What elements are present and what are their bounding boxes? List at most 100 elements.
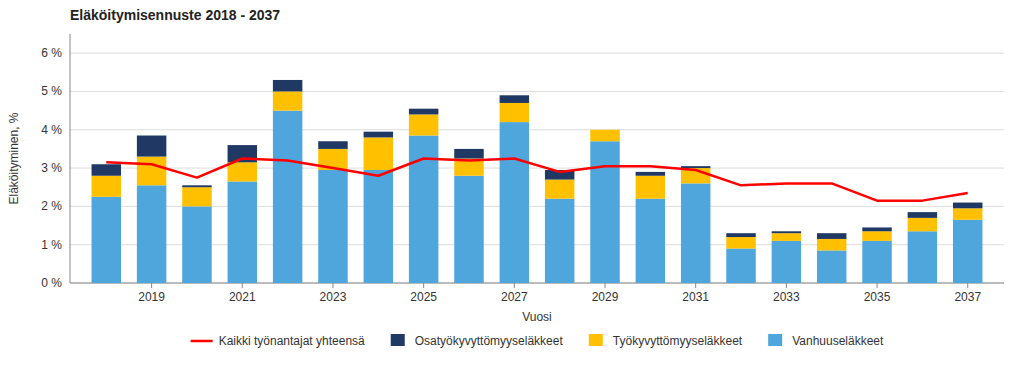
y-tick-label: 2 % [41, 199, 62, 213]
bar [545, 199, 574, 283]
bar [500, 103, 529, 122]
x-tick-label: 2021 [229, 290, 256, 304]
bar [953, 220, 982, 283]
x-tick [151, 283, 152, 288]
bar [636, 172, 665, 176]
bar [137, 136, 166, 157]
bar [817, 239, 846, 250]
legend-label: Työkyvyttömyyseläkkeet [613, 334, 743, 348]
bar [273, 80, 302, 91]
y-axis-line [70, 34, 71, 283]
bar [681, 183, 710, 283]
legend-item: Kaikki työnantajat yhteensä [191, 334, 365, 348]
legend-swatch [391, 334, 405, 346]
x-tick [242, 283, 243, 288]
bar [772, 231, 801, 233]
bar [364, 137, 393, 170]
bar [500, 95, 529, 103]
y-tick-label: 0 % [41, 276, 62, 290]
y-tick-label: 6 % [41, 46, 62, 60]
bar [772, 233, 801, 241]
bar [862, 231, 891, 241]
bar [228, 181, 257, 283]
bar [545, 180, 574, 199]
bar [182, 185, 211, 187]
bar [273, 91, 302, 110]
x-tick-label: 2023 [320, 290, 347, 304]
bar [636, 176, 665, 199]
x-tick-label: 2025 [410, 290, 437, 304]
grid-line [70, 91, 1004, 92]
bar [500, 122, 529, 283]
y-tick-label: 3 % [41, 161, 62, 175]
bar [636, 199, 665, 283]
x-tick [423, 283, 424, 288]
legend-label: Vanhuuseläkkeet [792, 334, 884, 348]
bar [92, 164, 121, 175]
bar-series [92, 111, 983, 283]
x-tick-label: 2033 [773, 290, 800, 304]
bar [590, 129, 619, 130]
grid-line [70, 53, 1004, 54]
legend-item: Vanhuuseläkkeet [768, 334, 884, 348]
x-tick [332, 283, 333, 288]
bar [318, 170, 347, 283]
bar [454, 149, 483, 159]
bar [409, 114, 438, 135]
chart: 0 % 1 % 2 % 3 % 4 % 5 % 6 % 2019 2021 2023 2025 202… [0, 0, 1024, 371]
grid-line [70, 129, 1004, 130]
y-axis: 0 % 1 % 2 % 3 % 4 % 5 % 6 % [41, 46, 1004, 290]
bar [817, 233, 846, 239]
x-tick-label: 2037 [954, 290, 981, 304]
x-axis: 2019 2021 2023 2025 2027 2029 2031 2033 2035 2037 [138, 283, 981, 304]
x-tick [786, 283, 787, 288]
bar [726, 249, 755, 283]
title: Eläköitymisennuste 2018 - 2037 [70, 7, 280, 23]
bar [409, 109, 438, 115]
legend-item: Osatyökyvyttömyyseläkkeet [391, 334, 564, 348]
y-axis-label: Eläköityminen, % [7, 112, 21, 204]
bar [364, 132, 393, 138]
line [106, 159, 967, 201]
bar [454, 176, 483, 283]
x-tick-label: 2029 [592, 290, 619, 304]
x-axis-label: Vuosi [522, 310, 552, 324]
bar [817, 250, 846, 283]
x-tick-label: 2031 [682, 290, 709, 304]
bar [92, 176, 121, 197]
legend-item: Työkyvyttömyyseläkkeet [589, 334, 743, 348]
plot-area [92, 80, 983, 283]
x-tick [695, 283, 696, 288]
y-tick-label: 5 % [41, 84, 62, 98]
bar [182, 206, 211, 283]
x-tick [514, 283, 515, 288]
bar [908, 218, 937, 231]
legend-swatch [191, 340, 213, 343]
bar [726, 233, 755, 237]
bar [182, 187, 211, 206]
bar [908, 231, 937, 283]
bar [953, 208, 982, 219]
x-tick-label: 2035 [864, 290, 891, 304]
x-tick-label: 2019 [138, 290, 165, 304]
bar [590, 141, 619, 283]
bar [137, 157, 166, 186]
bar [318, 141, 347, 149]
legend-swatch [768, 334, 782, 346]
bar [137, 185, 166, 283]
y-tick-label: 1 % [41, 238, 62, 252]
bar [908, 212, 937, 218]
grid-line [70, 168, 1004, 169]
x-tick [877, 283, 878, 288]
x-tick-label: 2027 [501, 290, 528, 304]
legend-swatch [589, 334, 603, 346]
bar [228, 162, 257, 181]
legend-label: Kaikki työnantajat yhteensä [219, 334, 365, 348]
bar [953, 203, 982, 209]
bar [862, 241, 891, 283]
bar [590, 130, 619, 141]
bar [862, 227, 891, 231]
y-tick-label: 4 % [41, 123, 62, 137]
bar-series [92, 80, 983, 239]
bar [726, 237, 755, 248]
